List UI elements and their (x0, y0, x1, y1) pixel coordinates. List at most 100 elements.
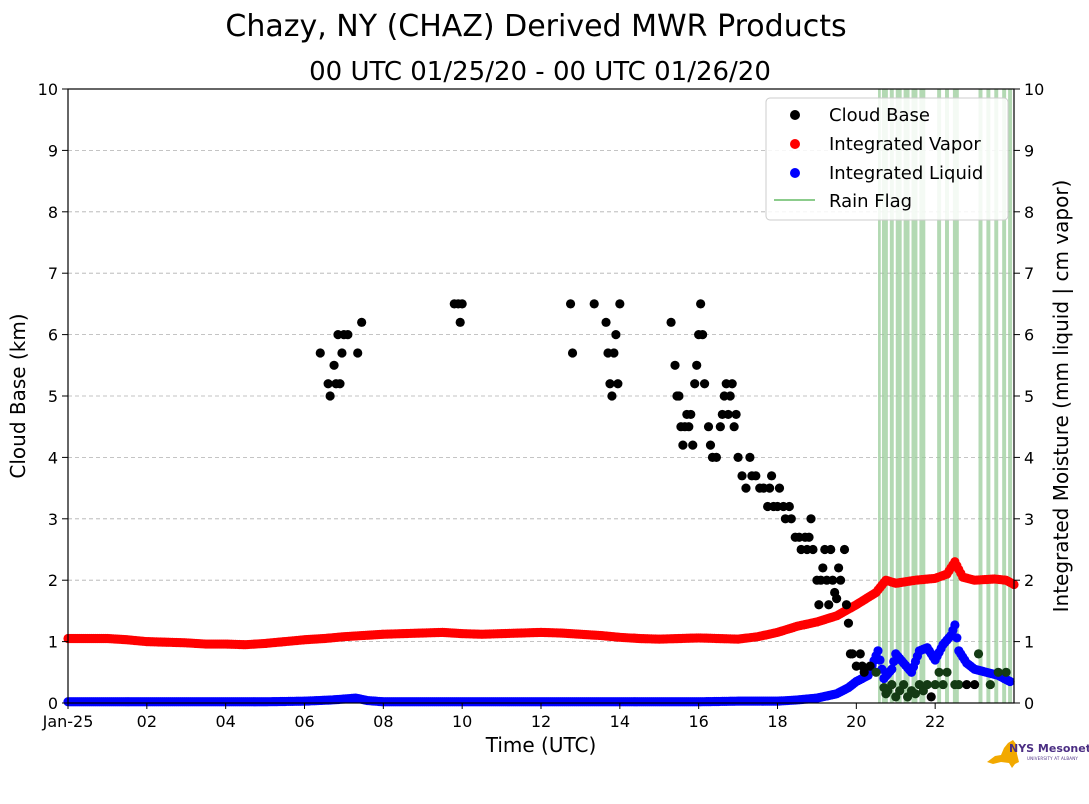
rain-flag-bands (878, 89, 1013, 703)
cloud-base-point (611, 330, 621, 340)
rain-flag-band (1008, 89, 1013, 703)
cloud-base-point (962, 679, 972, 690)
x-tick-label: 02 (137, 712, 157, 731)
cloud-base-point (325, 391, 335, 401)
cloud-base-point (343, 330, 353, 340)
legend-marker-cloud-base (790, 110, 800, 120)
cloud-base-point (922, 679, 932, 690)
cloud-base-point (774, 483, 785, 493)
integrated-liquid-point (887, 664, 897, 674)
rain-flag-band (881, 89, 888, 703)
rain-flag-band (895, 89, 902, 703)
cloud-base-point (613, 379, 623, 389)
legend-label-integrated-liquid: Integrated Liquid (829, 163, 983, 184)
cloud-base-point (841, 600, 852, 610)
cloud-base-point (832, 594, 842, 604)
cloud-base-point (806, 514, 816, 524)
legend-marker-integrated-vapor (790, 139, 800, 149)
cloud-base-point (690, 379, 700, 389)
rain-flag-band (903, 89, 910, 703)
cloud-base-point (601, 317, 611, 327)
cloud-base-point (741, 483, 751, 493)
y2-tick-label: 10 (1024, 80, 1044, 99)
y-tick-label: 0 (48, 694, 58, 713)
cloud-base-point (705, 440, 716, 450)
cloud-base-point (833, 563, 844, 573)
cloud-base-point (315, 348, 325, 358)
rain-flag-band (889, 89, 894, 703)
y-axis-right-ticks: 0 1 2 3 4 5 6 7 8 9 10 (1014, 80, 1044, 713)
cloud-base-point (607, 391, 617, 401)
cloud-base-point (711, 452, 722, 462)
integrated-liquid-point (875, 655, 885, 665)
cloud-base-point (589, 299, 599, 309)
cloud-base-point (733, 452, 743, 462)
cloud-base-series (315, 299, 1011, 702)
y-tick-label: 7 (48, 264, 58, 283)
rain-flag-band (945, 89, 949, 703)
cloud-base-point (938, 679, 948, 690)
cloud-base-point (910, 689, 921, 699)
y-tick-label: 2 (48, 571, 58, 590)
y-axis-right-label: Integrated Moisture (mm liquid | cm vapo… (1049, 180, 1073, 613)
rain-flag-band (978, 89, 983, 703)
logo-main-text: NYS Mesonet (1009, 742, 1089, 755)
chart-subtitle: 00 UTC 01/25/20 - 00 UTC 01/26/20 (309, 57, 771, 87)
cloud-base-point (930, 679, 940, 690)
cloud-base-point (828, 575, 838, 585)
cloud-base-point (839, 544, 850, 555)
rain-flag-band (937, 89, 942, 703)
y2-tick-label: 8 (1024, 203, 1034, 222)
y-tick-label: 6 (48, 326, 58, 345)
cloud-base-point (973, 649, 984, 659)
integrated-vapor-series (63, 557, 1019, 650)
y-tick-label: 10 (38, 80, 58, 99)
cloud-base-point (899, 679, 909, 690)
cloud-base-point (723, 409, 733, 420)
cloud-base-point (329, 360, 339, 370)
cloud-base-point (725, 391, 735, 401)
rain-flag-band (919, 89, 926, 703)
y2-tick-label: 1 (1024, 633, 1034, 652)
cloud-base-point (1001, 667, 1011, 677)
cloud-base-point (727, 379, 737, 389)
x-tick-label: 04 (215, 712, 235, 731)
cloud-base-point (942, 667, 952, 677)
new-york-state-shape-icon (987, 740, 1019, 768)
y-tick-label: 1 (48, 633, 58, 652)
cloud-base-point (567, 348, 578, 358)
y2-tick-label: 9 (1024, 141, 1034, 160)
cloud-base-point (737, 471, 747, 481)
cloud-base-point (565, 299, 576, 309)
cloud-base-point (786, 514, 796, 524)
x-tick-label: Jan-25 (42, 712, 94, 731)
cloud-base-point (751, 471, 761, 481)
y2-tick-label: 0 (1024, 694, 1034, 713)
cloud-base-point (835, 575, 846, 585)
x-tick-label: 14 (610, 712, 630, 731)
cloud-base-point (457, 299, 467, 309)
y2-tick-label: 5 (1024, 387, 1034, 406)
integrated-liquid-point (873, 646, 883, 656)
rain-flag-band (952, 89, 959, 703)
y2-tick-label: 4 (1024, 448, 1034, 467)
cloud-base-point (455, 317, 465, 327)
cloud-base-point (808, 544, 818, 555)
cloud-base-point (699, 379, 710, 389)
cloud-base-point (985, 679, 995, 690)
cloud-base-point (826, 544, 836, 555)
legend-label-rain-flag: Rain Flag (829, 191, 912, 212)
cloud-base-point (335, 379, 345, 389)
cloud-base-point (843, 618, 854, 628)
rain-flag-band (986, 89, 991, 703)
rain-flag-band (1002, 89, 1007, 703)
y2-tick-label: 7 (1024, 264, 1034, 283)
rain-flag-band (911, 89, 918, 703)
cloud-base-point (692, 360, 702, 370)
y-tick-label: 4 (48, 448, 58, 467)
cloud-base-point (703, 422, 714, 432)
cloud-base-point (684, 422, 694, 432)
cloud-base-point (766, 471, 777, 481)
cloud-base-point (855, 649, 865, 659)
y2-tick-label: 3 (1024, 510, 1034, 529)
